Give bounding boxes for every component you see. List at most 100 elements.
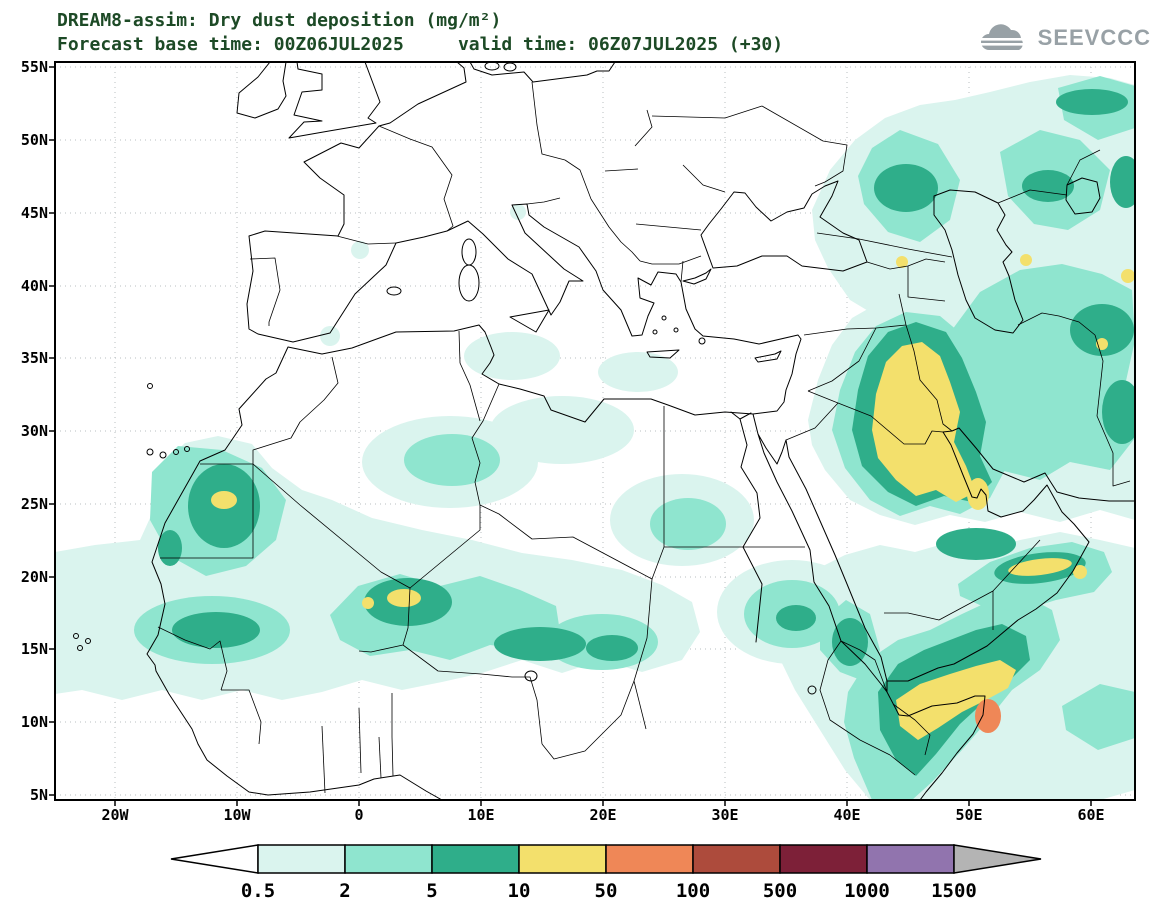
colorbar-label: 500 [763, 880, 797, 902]
island-crete [646, 349, 680, 359]
island-canary [173, 449, 179, 455]
lat-label: 20N [21, 568, 48, 586]
dust-blob [967, 478, 989, 510]
border-ghana-togo [358, 707, 362, 774]
dust-blob [172, 612, 260, 648]
dust-blob [896, 660, 1016, 740]
island-madeira [147, 383, 153, 389]
border-poland-ukraine [634, 109, 653, 147]
island-sicily [509, 309, 550, 333]
dust-blob [1056, 89, 1128, 115]
longitude-axis: 20W 10W 0 10E 20E 30E 40E 50E 60E [101, 806, 1104, 824]
axis-ticks [49, 66, 1092, 806]
island-canary [146, 448, 154, 456]
border-turkey-iran [898, 293, 907, 326]
dust-level-10-50 [211, 254, 1135, 740]
dust-blob [832, 618, 868, 666]
border-sudan-chad [633, 578, 653, 730]
colorbar-segment [692, 844, 781, 874]
border-chad-car [541, 680, 635, 760]
border-saudi-uae [992, 539, 1041, 592]
border-central-asia [997, 149, 1101, 204]
country-borders [157, 81, 1131, 794]
island-cape-verde [73, 633, 79, 639]
coastline-europe-africa [146, 62, 802, 800]
lon-label: 40E [833, 806, 860, 824]
dust-blob [1062, 684, 1135, 750]
red-sea [757, 433, 888, 693]
border-iraq-saudi-kuwait [837, 402, 944, 445]
border-jordan-saudi [785, 390, 839, 441]
island-rhodes [698, 337, 706, 345]
island-aegean [652, 329, 658, 335]
border-senegal-mali [157, 626, 228, 691]
island-canary [159, 451, 167, 459]
border-western-sahara [160, 463, 254, 559]
colorbar-label: 10 [508, 880, 531, 902]
border-ethiopia-somalia [892, 703, 931, 756]
border-france-east [378, 125, 454, 232]
lat-label: 15N [21, 640, 48, 658]
caspian-sea [933, 189, 1024, 334]
coastline-somalia [886, 691, 986, 800]
border-syria-iraq [807, 327, 877, 392]
dust-blob [1073, 565, 1087, 579]
cloud-stripe [977, 38, 1028, 41]
border-moldova [682, 164, 726, 193]
border-eritrea-ethiopia [840, 640, 888, 693]
dust-blob [387, 589, 421, 607]
border-russia-ukraine [761, 105, 848, 187]
lat-label: 5N [30, 786, 48, 804]
lon-label: 20E [589, 806, 616, 824]
islands [73, 238, 817, 695]
lon-label: 20W [101, 806, 129, 824]
dust-blob [362, 597, 374, 609]
border-tunisia-algeria [458, 330, 481, 422]
border-saudi-yemen-oman [884, 590, 994, 630]
dust-blob [586, 635, 638, 661]
island-aegean [673, 327, 679, 333]
colorbar-label: 5 [426, 880, 437, 902]
colorbar-label: 2 [339, 880, 350, 902]
dust-blob [1121, 269, 1135, 283]
island-corsica [461, 238, 477, 266]
colorbar-segment [518, 844, 607, 874]
colorbar-segment [605, 844, 694, 874]
island-aegean [661, 315, 667, 321]
border-algeria-mali [252, 463, 411, 589]
lat-label: 25N [21, 495, 48, 513]
dust-blob [936, 528, 1016, 560]
dust-blob [404, 434, 500, 486]
border-serbia [590, 198, 641, 262]
border-sudan-ethiopia [819, 640, 916, 776]
dust-blob [351, 241, 369, 259]
colorbar-arrow-left [170, 844, 259, 874]
border-greece-bulgaria-turkey [639, 255, 702, 283]
dust-blob [874, 164, 938, 212]
border-pyrenees [336, 235, 397, 245]
island-cape-verde [85, 638, 91, 644]
border-iran-turkmenistan [1017, 312, 1096, 336]
sea-of-marmara [682, 268, 712, 285]
border-turkey-south [803, 324, 907, 336]
lon-label: 50E [955, 806, 982, 824]
forecast-time-subtitle: Forecast base time: 00Z06JUL2025 valid t… [57, 34, 784, 55]
dust-blob [211, 491, 237, 509]
dust-blob [872, 342, 976, 502]
colorbar-segment [344, 844, 433, 874]
colorbar-label: 0.5 [241, 880, 275, 902]
border-armenia-iran [907, 266, 946, 302]
colorbar-label: 100 [676, 880, 710, 902]
colorbar-label: 50 [595, 880, 618, 902]
coastline-ireland [236, 62, 287, 119]
lat-label: 50N [21, 131, 48, 149]
border-niger-nigeria [402, 644, 543, 745]
colorbar: 0.5 2 5 10 50 100 500 1000 1500 [170, 844, 1042, 902]
lat-label: 40N [21, 277, 48, 295]
colorbar-label: 1500 [931, 880, 977, 902]
border-austria-croatia [564, 159, 592, 200]
border-iran-iraq [905, 324, 953, 432]
lat-label: 45N [21, 204, 48, 222]
cloud-logo-icon [977, 24, 1028, 50]
